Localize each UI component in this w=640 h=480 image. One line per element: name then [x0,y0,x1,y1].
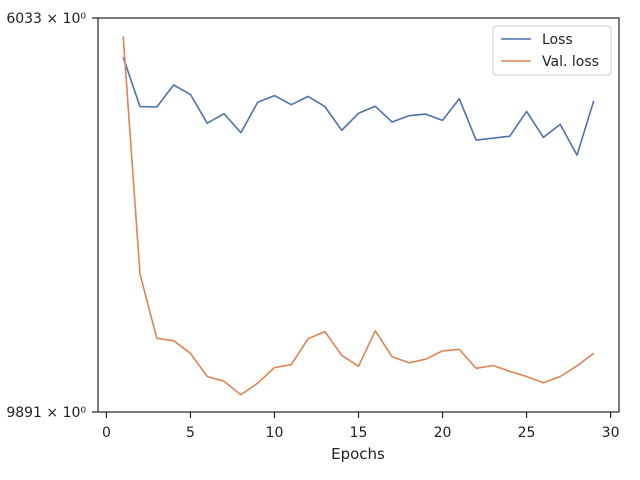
x-tick-label-0: 0 [102,425,111,441]
legend: Loss Val. loss [492,25,612,76]
legend-label-val-loss: Val. loss [542,54,599,70]
series-layer [122,36,595,396]
x-tick-label-30: 30 [602,425,620,441]
legend-label-loss: Loss [542,32,573,48]
x-axis-title: Epochs [331,445,385,463]
y-tick-label-top: 6033 × 10⁰ [6,11,86,27]
x-axis-ticks: 0 5 10 15 20 25 30 [102,412,620,441]
x-tick-label-20: 20 [434,425,452,441]
y-tick-label-bottom: 9891 × 10⁰ [6,405,86,421]
x-tick-label-5: 5 [186,425,195,441]
series-line-val-loss [122,36,595,396]
y-axis-ticks: 6033 × 10⁰ 9891 × 10⁰ [6,11,98,421]
x-tick-label-25: 25 [518,425,536,441]
series-line-loss [122,57,595,156]
x-tick-label-15: 15 [350,425,368,441]
x-tick-label-10: 10 [266,425,284,441]
plot-area [97,17,620,413]
